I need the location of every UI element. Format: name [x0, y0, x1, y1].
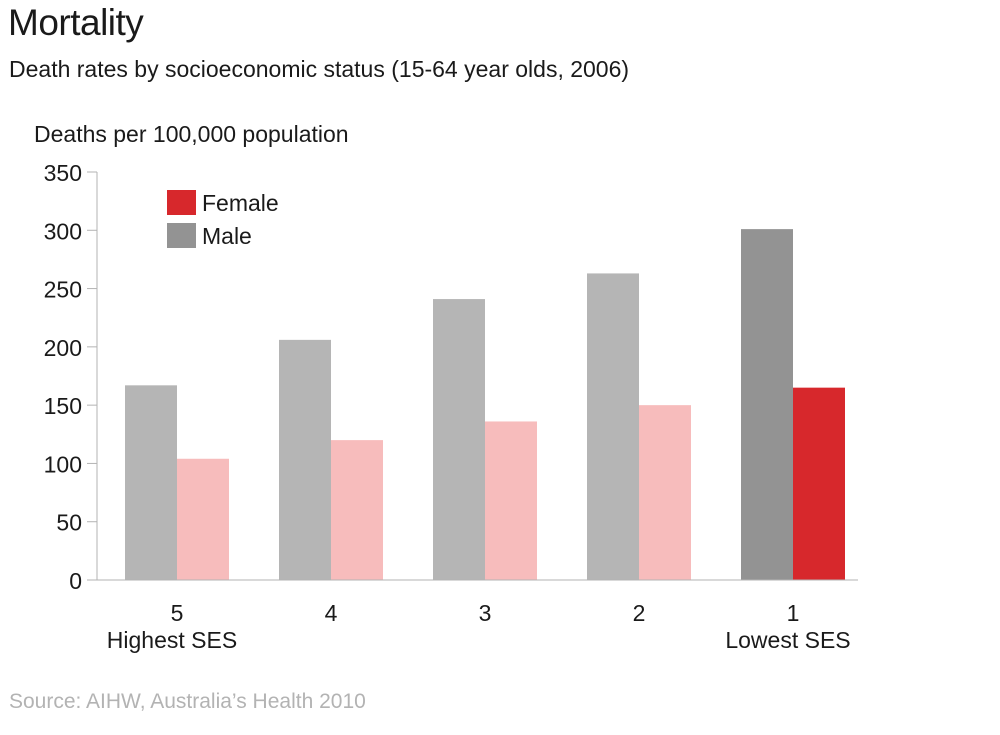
bar-female-1 — [793, 387, 845, 580]
y-tick-label: 350 — [44, 160, 82, 186]
y-tick-label: 250 — [44, 277, 82, 303]
y-axis-label: Deaths per 100,000 population — [34, 121, 349, 147]
x-tick-label: 4 — [325, 600, 338, 626]
y-tick-label: 100 — [44, 451, 82, 477]
y-tick-label: 0 — [69, 568, 82, 594]
bar-female-4 — [331, 440, 383, 580]
bar-female-5 — [177, 458, 229, 580]
x-sublabel: Lowest SES — [725, 627, 850, 653]
y-axis: 0 50 100 150 200 250 300 350 — [44, 160, 98, 594]
bar-male-2 — [587, 273, 639, 580]
x-sublabel: Highest SES — [107, 627, 237, 653]
x-tick-label: 5 — [171, 600, 184, 626]
x-tick-label: 1 — [787, 600, 800, 626]
legend-swatch-female — [167, 190, 196, 215]
x-tick-label: 2 — [633, 600, 646, 626]
y-tick-label: 50 — [56, 510, 82, 536]
bar-male-1 — [741, 229, 793, 580]
chart-subtitle: Death rates by socioeconomic status (15-… — [9, 56, 630, 82]
legend-label-female: Female — [202, 190, 279, 216]
x-tick-label: 3 — [479, 600, 492, 626]
legend-label-male: Male — [202, 223, 252, 249]
bar-male-5 — [125, 385, 177, 580]
bars — [125, 229, 845, 580]
bar-female-3 — [485, 421, 537, 580]
y-tick-label: 300 — [44, 218, 82, 244]
chart-title: Mortality — [8, 2, 144, 43]
bar-male-4 — [279, 339, 331, 580]
legend-swatch-male — [167, 223, 196, 248]
source-note: Source: AIHW, Australia’s Health 2010 — [9, 690, 366, 713]
bar-male-3 — [433, 299, 485, 580]
legend: Female Male — [167, 190, 279, 249]
y-tick-label: 200 — [44, 335, 82, 361]
bar-female-2 — [639, 405, 691, 580]
y-tick-label: 150 — [44, 393, 82, 419]
